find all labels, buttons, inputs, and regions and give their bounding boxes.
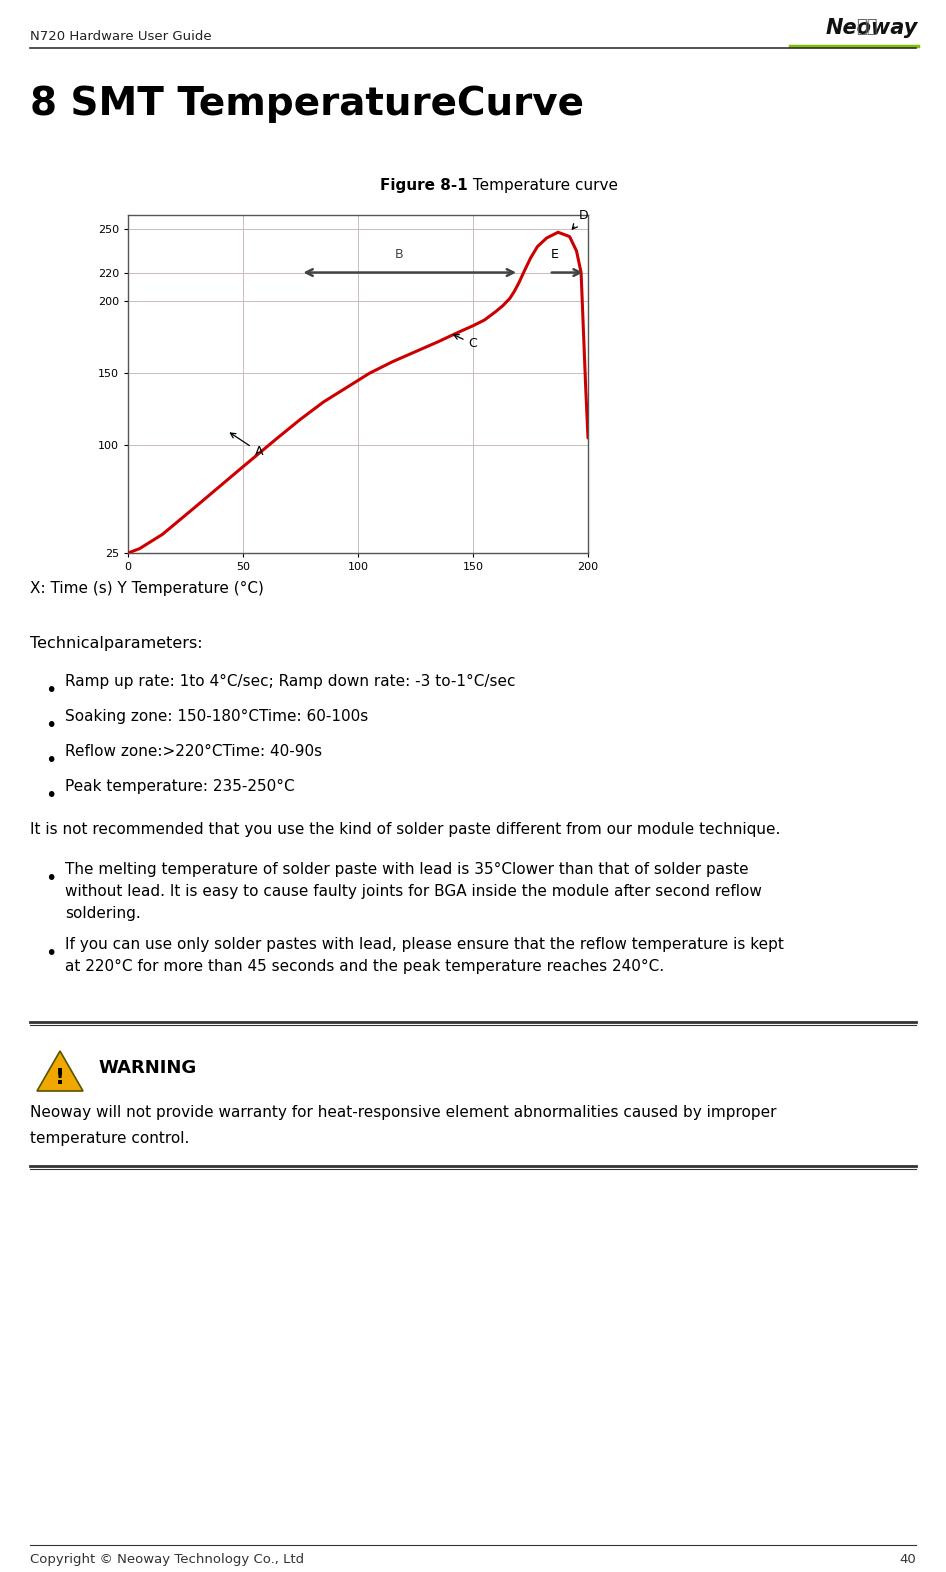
Text: E: E [552,248,559,261]
Text: A: A [231,432,263,457]
Polygon shape [37,1052,83,1091]
Text: Figure 8-1: Figure 8-1 [380,178,468,193]
Text: X: Time (s) Y Temperature (°C): X: Time (s) Y Temperature (°C) [30,582,264,596]
Text: Peak temperature: 235-250°C: Peak temperature: 235-250°C [65,780,294,794]
Text: It is not recommended that you use the kind of solder paste different from our m: It is not recommended that you use the k… [30,822,780,836]
Text: The melting temperature of solder paste with lead is 35°Clower than that of sold: The melting temperature of solder paste … [65,861,748,877]
Text: Reflow zone:>220°CTime: 40-90s: Reflow zone:>220°CTime: 40-90s [65,744,323,759]
Text: Soaking zone: 150-180°CTime: 60-100s: Soaking zone: 150-180°CTime: 60-100s [65,709,368,725]
Text: •: • [45,681,57,700]
Text: without lead. It is easy to cause faulty joints for BGA inside the module after : without lead. It is easy to cause faulty… [65,883,762,899]
Text: •: • [45,715,57,736]
Text: 40: 40 [900,1553,916,1566]
Text: at 220°C for more than 45 seconds and the peak temperature reaches 240°C.: at 220°C for more than 45 seconds and th… [65,959,664,975]
Text: C: C [454,335,477,351]
Text: 有方: 有方 [856,17,878,36]
Text: WARNING: WARNING [98,1060,196,1077]
Text: Copyright © Neoway Technology Co., Ltd: Copyright © Neoway Technology Co., Ltd [30,1553,304,1566]
Text: Temperature curve: Temperature curve [468,178,618,193]
Text: temperature control.: temperature control. [30,1130,189,1146]
Text: •: • [45,751,57,770]
Text: Neoway will not provide warranty for heat-responsive element abnormalities cause: Neoway will not provide warranty for hea… [30,1105,777,1119]
Text: •: • [45,945,57,964]
Text: 8 SMT TemperatureCurve: 8 SMT TemperatureCurve [30,85,584,123]
Text: soldering.: soldering. [65,905,141,921]
Text: D: D [572,209,588,230]
Text: Ramp up rate: 1to 4°C/sec; Ramp down rate: -3 to-1°C/sec: Ramp up rate: 1to 4°C/sec; Ramp down rat… [65,674,516,689]
Text: Technicalparameters:: Technicalparameters: [30,637,202,651]
Text: Neoway: Neoway [826,17,918,38]
Text: •: • [45,786,57,805]
Text: N720 Hardware User Guide: N720 Hardware User Guide [30,30,212,42]
Text: If you can use only solder pastes with lead, please ensure that the reflow tempe: If you can use only solder pastes with l… [65,937,784,953]
Text: !: ! [55,1067,65,1088]
Text: B: B [395,248,404,261]
Text: •: • [45,869,57,888]
